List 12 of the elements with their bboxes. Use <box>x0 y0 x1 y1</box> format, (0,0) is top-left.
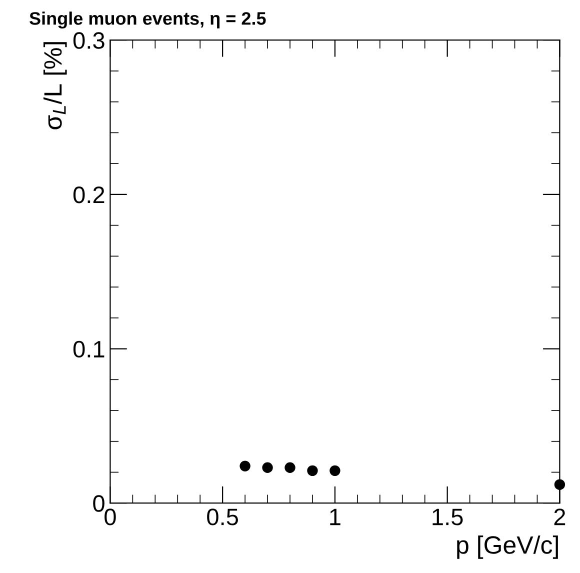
x-tick-label: 0 <box>104 508 116 526</box>
x-tick-label: 1 <box>330 508 340 526</box>
x-tick-label: 0.5 <box>207 508 238 526</box>
chart-title: Single muon events, η = 2.5 <box>30 12 266 29</box>
y-tick-label: 0.2 <box>73 186 104 204</box>
x-tick-label: 2 <box>554 508 566 526</box>
x-tick-label: 1.5 <box>432 508 463 526</box>
y-tick-label: 0 <box>93 495 104 512</box>
y-axis-title: σ$_{L}$/L [%] <box>43 42 67 130</box>
y-tick-label: 0.1 <box>73 340 104 358</box>
x-axis-title: p [GeV/c] <box>457 536 558 559</box>
y-tick-label: 0.3 <box>73 32 104 49</box>
